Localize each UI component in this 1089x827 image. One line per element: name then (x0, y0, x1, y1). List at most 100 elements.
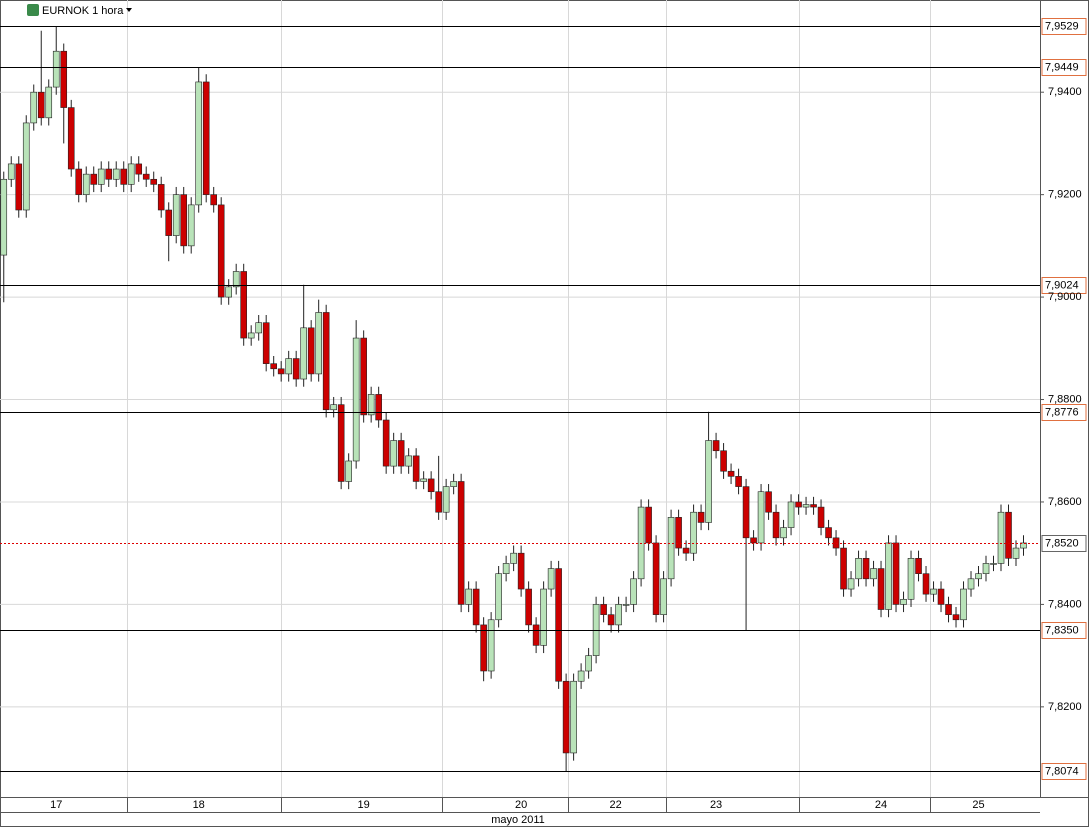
level-label-box (1041, 763, 1087, 780)
candle-body (675, 517, 682, 549)
chart-title[interactable]: EURNOK 1 hora (42, 5, 124, 17)
candle-body (60, 50, 68, 108)
candle-body (750, 537, 757, 544)
candle-body (165, 209, 173, 236)
grid (0, 0, 1040, 797)
candle-body (862, 558, 870, 580)
candle-body (855, 558, 862, 580)
candle-body (30, 91, 38, 124)
candle-body (757, 491, 765, 544)
candle-body (585, 655, 592, 672)
candle-body (472, 588, 480, 626)
candle-body (622, 604, 630, 606)
candle-body (172, 194, 180, 236)
candle-body (1020, 542, 1027, 549)
x-tick-label: 19 (358, 799, 370, 811)
candle-body (997, 511, 1005, 564)
y-tick-label: 7,8600 (1048, 496, 1082, 508)
candle-body (247, 332, 255, 339)
candle-body (487, 619, 495, 672)
candle-body (555, 568, 562, 682)
candle-body (480, 624, 487, 672)
candle-body (547, 568, 555, 590)
candle-body (45, 86, 53, 119)
candle-body (307, 327, 315, 375)
candle-body (375, 394, 382, 421)
candle-body (697, 511, 705, 523)
candle-body (225, 286, 232, 298)
level-label-box (1041, 404, 1087, 421)
candle-body (870, 568, 877, 580)
symbol-icon (27, 4, 39, 16)
candle-body (352, 337, 360, 462)
candle-body (112, 168, 120, 180)
x-tick-label: 20 (515, 799, 527, 811)
dropdown-arrow[interactable] (126, 8, 132, 12)
candle-body (975, 573, 982, 580)
level-label: 7,9024 (1045, 279, 1079, 291)
level-label: 7,8350 (1045, 624, 1079, 636)
candle-body (1005, 511, 1012, 559)
candle-body (727, 470, 735, 477)
candle-body (742, 486, 750, 539)
candle-body (645, 506, 652, 544)
candle-body (772, 511, 780, 539)
candle-body (540, 588, 547, 646)
candle-body (292, 358, 300, 380)
candle-body (607, 614, 615, 626)
candle-body (502, 563, 510, 574)
last-price-box (1041, 535, 1087, 552)
x-tick-label: 22 (609, 799, 621, 811)
candle-body (67, 107, 75, 170)
candle-body (360, 337, 367, 416)
y-tick-label: 7,8800 (1048, 393, 1082, 405)
x-tick-label: 25 (972, 799, 984, 811)
candle-body (705, 440, 712, 523)
candle-body (720, 450, 727, 472)
candle-body (142, 173, 150, 180)
candle-body (277, 368, 285, 375)
candle-body (810, 504, 817, 508)
candle-body (930, 588, 937, 595)
candle-body (825, 527, 832, 539)
candle-body (270, 363, 277, 370)
level-label-box (1041, 18, 1087, 35)
candle-body (435, 491, 442, 513)
candle-body (7, 163, 15, 180)
candle-body (952, 614, 960, 621)
candle-body (120, 168, 128, 185)
candle-body (915, 558, 922, 574)
candle-body (532, 624, 540, 646)
candle-body (15, 163, 23, 211)
y-tick-label: 7,9200 (1048, 189, 1082, 201)
candle-body (337, 404, 345, 482)
candle-body (660, 578, 667, 615)
candle-body (735, 476, 742, 487)
candle-body (135, 163, 143, 175)
last-price-label: 7,8520 (1045, 537, 1079, 549)
candle-body (570, 680, 577, 754)
candle-body (217, 204, 225, 298)
candle-body (907, 558, 915, 600)
candle-body (427, 478, 435, 493)
candle-body (982, 563, 990, 574)
level-label-box (1041, 622, 1087, 639)
candle-body (412, 455, 420, 482)
candle-body (330, 404, 337, 411)
candle-body (262, 322, 270, 364)
candle-body (832, 537, 840, 549)
candle-body (450, 481, 457, 487)
candle-body (990, 563, 997, 565)
candle-body (442, 486, 450, 513)
candle-body (180, 194, 188, 247)
candle-body (37, 91, 45, 119)
candle-body (652, 542, 660, 615)
level-label-box (1041, 59, 1087, 76)
candle-body (690, 511, 697, 554)
y-tick-label: 7,9400 (1048, 86, 1082, 98)
candle-body (517, 552, 525, 590)
candle-body (285, 358, 292, 375)
candle-body (150, 178, 158, 185)
x-tick-label: 24 (875, 799, 887, 811)
candle-body (255, 322, 262, 334)
